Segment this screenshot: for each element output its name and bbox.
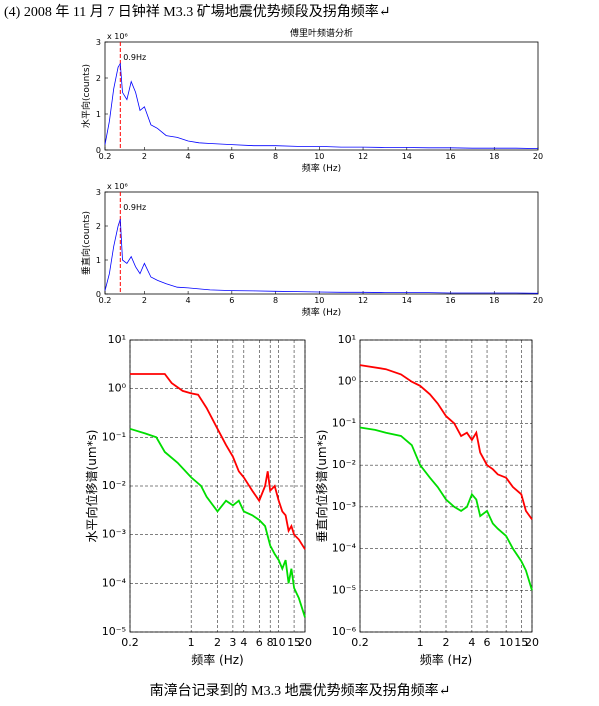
plot-area [104,41,539,151]
series-line [130,373,306,550]
y-tick-label: 10¹ [108,333,126,346]
x-tick-label: 20 [533,296,543,305]
y-axis-label: 垂直向位移谱(um*s) [314,430,329,543]
series-line [359,426,533,591]
x-tick-label: 16 [445,152,455,161]
x-tick-label: 0.2 [99,296,112,305]
y-axis-label: 水平向(counts) [80,64,92,128]
y-scale-label: x 10⁶ [107,32,128,41]
x-tick-label: 4 [468,636,475,649]
series-line [359,364,533,520]
y-tick-label: 10⁻¹ [332,416,356,429]
series-line [104,62,539,149]
annotation-label: 0.9Hz [123,203,146,212]
y-tick-label: 3 [96,38,101,47]
x-tick-label: 4 [240,636,247,649]
y-tick-label: 2 [96,74,101,83]
x-tick-label: 10 [314,152,324,161]
x-tick-label: 2 [142,152,147,161]
series-line [129,427,306,618]
plot-area [104,191,539,295]
x-tick-label: 14 [402,296,412,305]
x-tick-label: 14 [402,152,412,161]
x-tick-label: 6 [256,636,263,649]
x-tick-label: 3 [229,636,236,649]
x-tick-label: 10 [499,636,513,649]
x-tick-label: 0.2 [99,152,112,161]
y-tick-label: 10⁻² [102,479,126,492]
y-tick-label: 10⁰ [108,382,127,395]
chart-title: 傅里叶频谱分析 [290,27,353,39]
x-tick-label: 10 [314,296,324,305]
x-tick-label: 6 [484,636,491,649]
x-tick-label: 6 [229,296,234,305]
heading: (4) 2008 年 11 月 7 日钟祥 M3.3 矿場地震优势频段及拐角频率… [4,3,390,20]
y-tick-label: 3 [96,188,101,197]
y-tick-label: 0 [96,290,101,299]
y-tick-label: 10⁻⁵ [102,625,126,638]
y-tick-label: 2 [96,222,101,231]
x-tick-label: 16 [445,296,455,305]
y-tick-label: 10⁻⁵ [332,583,356,596]
x-tick-label: 1 [417,636,424,649]
y-tick-label: 10¹ [338,333,356,346]
x-tick-label: 20 [533,152,543,161]
x-tick-label: 12 [358,296,368,305]
x-tick-label: 4 [186,152,191,161]
x-tick-label: 8 [273,296,278,305]
x-tick-label: 0.2 [121,636,139,649]
x-tick-label: 18 [489,152,499,161]
x-tick-label: 2 [443,636,450,649]
x-tick-label: 4 [186,296,191,305]
x-tick-label: 2 [142,296,147,305]
x-axis-label: 频率 (Hz) [420,652,473,667]
x-tick-label: 8 [267,636,274,649]
y-tick-label: 1 [96,256,101,265]
x-tick-label: 20 [525,636,539,649]
x-tick-label: 0.2 [351,636,369,649]
y-tick-label: 1 [96,110,101,119]
y-axis-label: 水平向位移谱(um*s) [84,430,99,543]
y-tick-label: 10⁰ [338,375,357,388]
x-tick-label: 15 [287,636,301,649]
y-tick-label: 0 [96,146,101,155]
x-tick-label: 8 [273,152,278,161]
x-tick-label: 20 [298,636,312,649]
y-tick-label: 10⁻⁴ [102,576,127,589]
y-tick-label: 10⁻⁴ [332,542,357,555]
x-tick-label: 2 [214,636,221,649]
y-tick-label: 10⁻³ [102,528,126,541]
y-axis-label: 垂直向(counts) [80,211,92,275]
x-tick-label: 12 [358,152,368,161]
y-tick-label: 10⁻² [332,458,356,471]
x-tick-label: 15 [514,636,528,649]
x-axis-label: 频率 (Hz) [302,162,341,174]
y-scale-label: x 10⁶ [107,182,128,191]
x-tick-label: 18 [489,296,499,305]
x-axis-label: 频率 (Hz) [191,652,244,667]
annotation-label: 0.9Hz [123,53,146,62]
series-line [104,219,539,294]
x-tick-label: 1 [188,636,195,649]
caption: 南漳台记录到的 M3.3 地震优势频率及拐角频率↵ [150,682,451,699]
x-axis-label: 频率 (Hz) [302,306,341,318]
y-tick-label: 10⁻⁶ [332,625,357,638]
y-tick-label: 10⁻¹ [102,430,126,443]
x-tick-label: 6 [229,152,234,161]
y-tick-label: 10⁻³ [332,500,356,513]
x-tick-label: 10 [272,636,286,649]
